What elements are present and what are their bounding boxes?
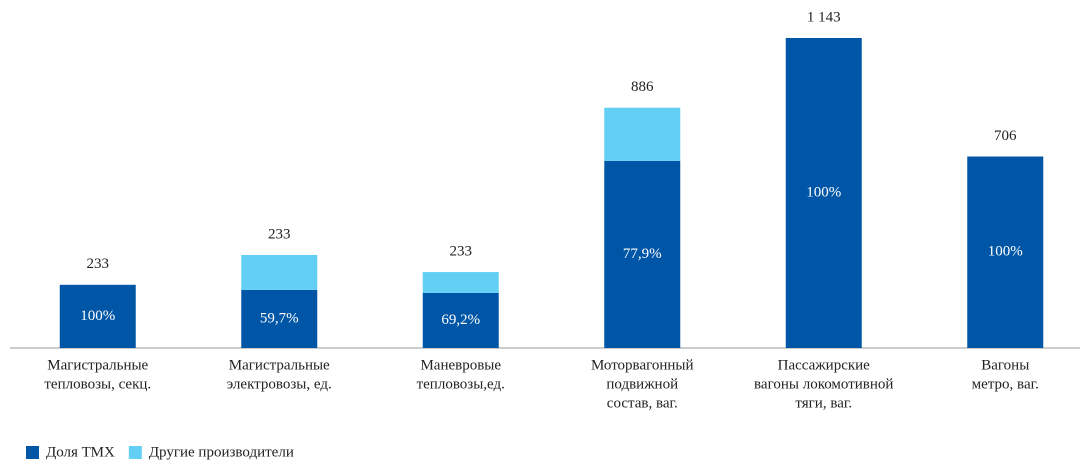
bar-segment <box>785 38 862 348</box>
bar-segment <box>604 107 681 161</box>
share-label: 100% <box>80 308 115 324</box>
share-label: 100% <box>988 244 1023 260</box>
bar-segment <box>422 272 499 293</box>
total-label: 233 <box>450 243 473 259</box>
legend-label: Доля ТМХ <box>46 444 115 460</box>
total-label: 706 <box>994 128 1017 144</box>
bar-segment <box>59 284 136 348</box>
bar-segment <box>967 156 1044 348</box>
total-label: 233 <box>87 256 110 272</box>
legend-swatch <box>128 446 142 459</box>
x-tick-label: Моторвагонный <box>591 357 694 373</box>
total-label: 886 <box>631 79 654 95</box>
x-tick-label: метро, ваг. <box>972 376 1039 392</box>
bar-segment <box>241 254 318 290</box>
bar-segment <box>241 289 318 348</box>
share-label: 77,9% <box>623 246 662 262</box>
bar-segment <box>422 292 499 348</box>
x-tick-label: Вагоны <box>981 357 1029 373</box>
x-tick-label: Магистральные <box>47 357 148 373</box>
x-tick-label: тяги, ваг. <box>795 395 852 411</box>
total-label: 233 <box>268 226 291 242</box>
share-label: 69,2% <box>441 312 480 328</box>
total-label: 1 143 <box>807 9 841 25</box>
x-tick-label: вагоны локомотивной <box>754 376 893 392</box>
x-tick-label: тепловозы, секц. <box>44 376 151 392</box>
bar-segment <box>604 160 681 348</box>
legend-swatch <box>26 446 39 459</box>
x-tick-label: тепловозы,ед. <box>417 376 505 392</box>
x-tick-label: состав, ваг. <box>607 395 678 411</box>
share-label: 59,7% <box>260 310 299 326</box>
x-tick-label: Магистральные <box>229 357 330 373</box>
x-tick-label: электровозы, ед. <box>227 376 332 392</box>
x-tick-label: Маневровые <box>420 357 501 373</box>
x-tick-label: подвижной <box>606 376 678 392</box>
legend-label: Другие производители <box>149 444 294 460</box>
share-label: 100% <box>806 184 841 200</box>
x-tick-label: Пассажирские <box>778 357 871 373</box>
